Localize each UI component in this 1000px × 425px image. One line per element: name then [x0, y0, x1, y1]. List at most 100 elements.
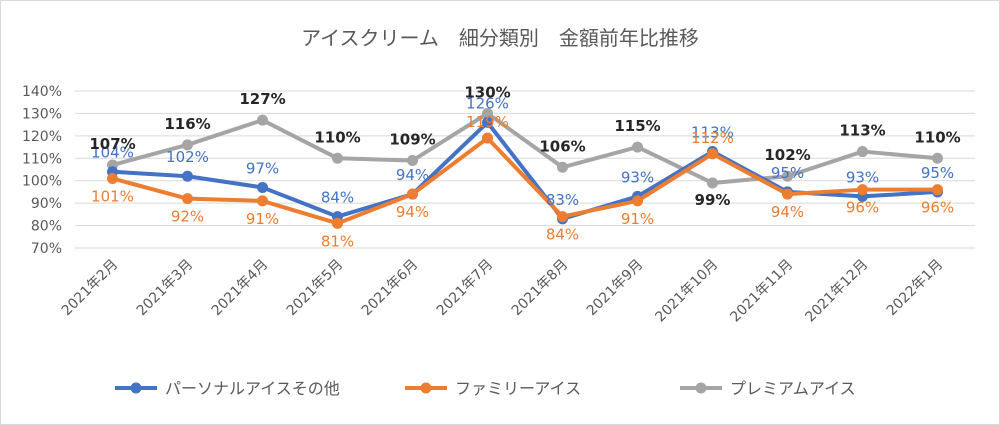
data-label: 110% — [914, 128, 960, 146]
data-label: 83% — [546, 191, 579, 209]
data-point — [257, 114, 268, 126]
data-point — [482, 107, 493, 119]
data-label: 107% — [89, 135, 135, 153]
legend-marker — [130, 382, 142, 394]
data-label: 112% — [691, 129, 734, 147]
data-label: 94% — [396, 166, 429, 184]
data-point — [707, 177, 718, 189]
data-point — [257, 195, 268, 207]
x-tick-label: 2021年2月 — [59, 257, 122, 320]
y-tick-label: 80% — [31, 219, 62, 235]
data-label: 110% — [314, 128, 360, 146]
data-point — [182, 170, 193, 182]
y-tick-label: 120% — [22, 129, 62, 145]
data-label: 116% — [164, 115, 210, 133]
data-label: 102% — [764, 146, 810, 164]
data-label: 95% — [771, 164, 804, 182]
series-line — [111, 136, 938, 226]
data-point — [332, 152, 343, 164]
data-label: 126% — [466, 94, 509, 112]
data-point — [932, 152, 943, 164]
x-tick-label: 2021年12月 — [802, 257, 871, 326]
data-point — [857, 146, 868, 158]
legend-label: プレミアムアイス — [730, 379, 856, 398]
y-tick-label: 140% — [22, 84, 62, 100]
data-label: 102% — [166, 148, 209, 166]
gridlines — [75, 90, 975, 249]
data-label: 99% — [695, 191, 731, 209]
data-label: 109% — [389, 131, 435, 149]
data-label: 127% — [239, 90, 285, 108]
y-tick-label: 100% — [22, 174, 62, 190]
data-label: 115% — [614, 117, 660, 135]
data-label: 97% — [246, 159, 279, 177]
x-tick-label: 2021年6月 — [359, 257, 422, 320]
data-point — [482, 132, 493, 144]
data-point — [332, 217, 343, 229]
data-label: 95% — [921, 164, 954, 182]
x-tick-label: 2021年9月 — [584, 257, 647, 320]
data-point — [782, 170, 793, 182]
data-label: 93% — [621, 168, 654, 186]
y-tick-label: 70% — [31, 241, 62, 257]
data-label: 101% — [91, 187, 134, 205]
data-label: 106% — [539, 137, 585, 155]
data-label: 94% — [396, 203, 429, 221]
x-tick-label: 2021年3月 — [134, 257, 197, 320]
data-point — [632, 195, 643, 207]
series-lines — [107, 107, 943, 229]
data-point — [407, 155, 418, 167]
data-label: 104% — [91, 144, 134, 162]
series-line — [112, 120, 938, 221]
data-point — [782, 188, 793, 200]
y-tick-label: 90% — [31, 196, 62, 212]
legend-marker — [420, 382, 432, 394]
data-label: 119% — [466, 113, 509, 131]
data-label: 94% — [771, 203, 804, 221]
x-tick-label: 2022年1月 — [884, 257, 947, 320]
data-label: 113% — [691, 124, 734, 142]
x-tick-label: 2021年10月 — [652, 257, 721, 326]
series-line — [111, 111, 938, 185]
y-tick-label: 110% — [22, 151, 62, 167]
data-label: 81% — [321, 232, 354, 250]
data-point — [482, 116, 493, 128]
legend-marker — [695, 382, 707, 394]
x-tick-label: 2021年4月 — [209, 257, 272, 320]
data-point — [182, 139, 193, 151]
data-point — [857, 184, 868, 196]
data-label: 96% — [921, 199, 954, 217]
x-tick-label: 2021年7月 — [434, 257, 497, 320]
data-label: 93% — [846, 168, 879, 186]
x-tick-label: 2021年11月 — [727, 257, 796, 326]
data-point — [257, 181, 268, 193]
x-tick-label: 2021年8月 — [509, 257, 572, 320]
x-tick-label: 2021年5月 — [284, 257, 347, 320]
legend-label: パーソナルアイスその他 — [165, 379, 340, 398]
chart-title: アイスクリーム 細分類別 金額前年比推移 — [301, 26, 699, 50]
data-point — [932, 184, 943, 196]
data-label: 130% — [464, 83, 510, 101]
y-tick-label: 130% — [22, 106, 62, 122]
data-point — [182, 193, 193, 205]
data-point — [632, 141, 643, 153]
data-point — [557, 211, 568, 223]
y-axis: 70% 80% 90% 100% 110% 120% 130% 140% — [22, 84, 62, 257]
data-point — [707, 148, 718, 160]
data-label: 92% — [171, 208, 204, 226]
x-axis: 2021年2月 2021年3月 2021年4月 2021年5月 2021年6月 2021年… — [59, 257, 947, 326]
data-point — [107, 172, 118, 184]
data-point — [407, 188, 418, 200]
data-label: 84% — [321, 189, 354, 207]
data-label: 91% — [246, 210, 279, 228]
data-label: 113% — [839, 122, 885, 140]
data-labels: 104% 102% 97% 84% 94% 126% 83% 93% 113% 95% 93% 95%… — [89, 83, 960, 250]
data-point — [557, 161, 568, 173]
data-label: 91% — [621, 210, 654, 228]
data-label: 96% — [846, 199, 879, 217]
legend: パーソナルアイスその他 ファミリーアイス プレミアムアイス — [115, 379, 856, 398]
data-label: 84% — [546, 226, 579, 244]
legend-label: ファミリーアイス — [455, 379, 581, 398]
